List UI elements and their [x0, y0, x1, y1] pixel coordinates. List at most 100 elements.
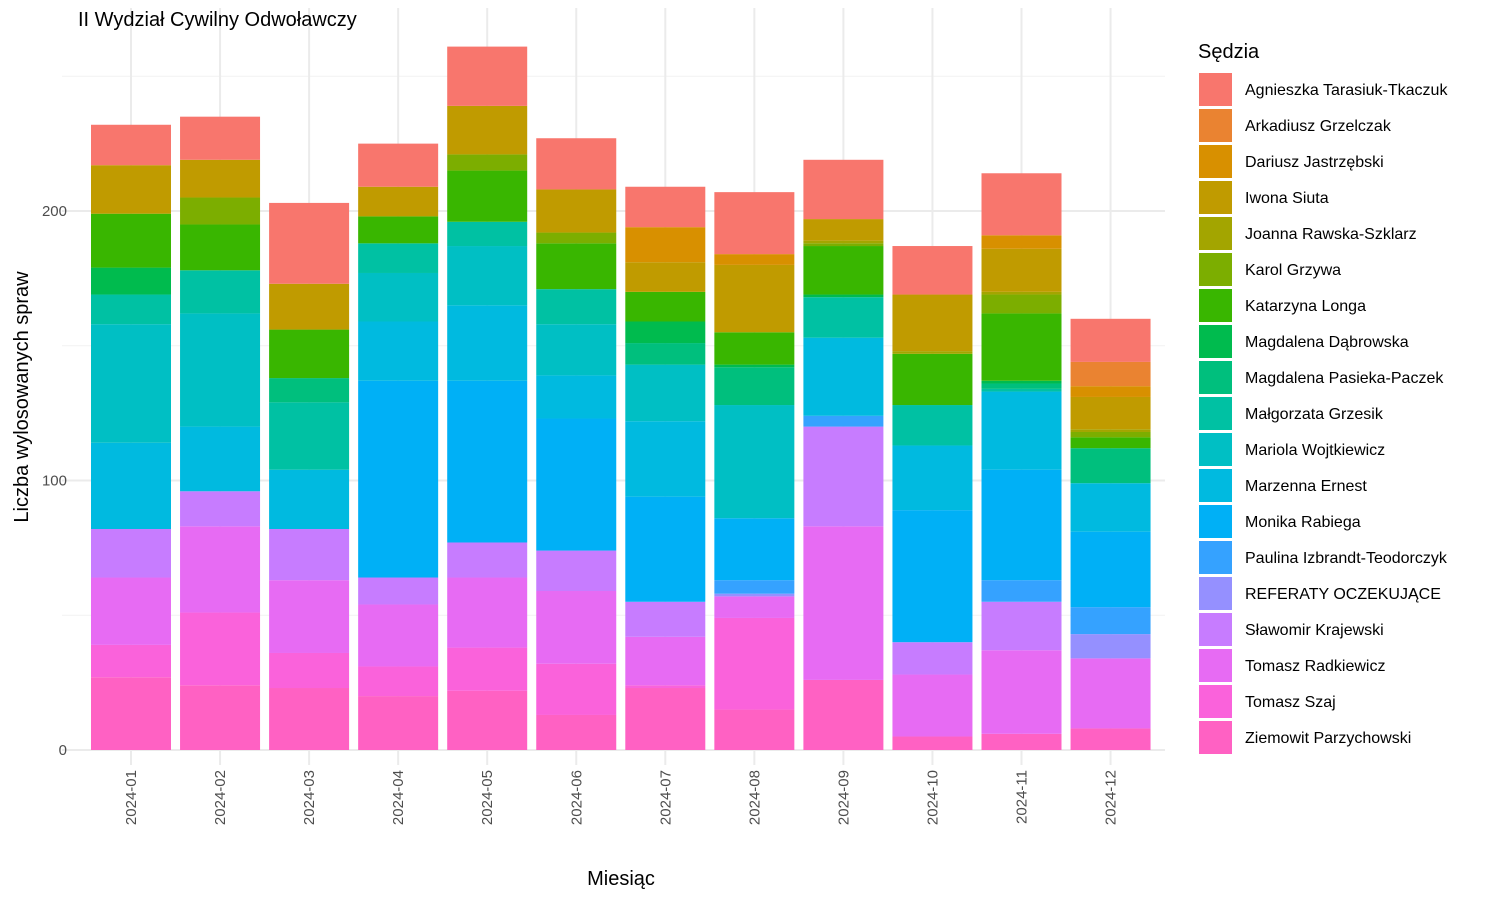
bar-segment [714, 518, 795, 581]
bar-segment [447, 154, 528, 171]
bar-segment [892, 353, 973, 406]
legend: Sędzia Agnieszka Tarasiuk-Tkaczuk Arkadiu… [1198, 41, 1448, 754]
bar-segment [536, 663, 617, 715]
bar-segment [536, 289, 617, 325]
bar-segment [981, 291, 1062, 295]
bar-segment [536, 375, 617, 419]
legend-swatch [1199, 649, 1232, 682]
bar-segment [536, 138, 617, 190]
bar-segment [447, 46, 528, 106]
bar-segment [447, 105, 528, 155]
bar-segment [358, 272, 439, 322]
legend-label: Małgorzata Grzesik [1245, 406, 1384, 423]
bar-segment [981, 388, 1062, 392]
x-tick-label: 2024-07 [657, 770, 674, 825]
bar-segment [892, 510, 973, 643]
bar-segment [91, 442, 171, 530]
bars [91, 46, 1151, 750]
bar-segment [981, 650, 1062, 734]
legend-swatch [1199, 721, 1232, 754]
bar-segment [447, 690, 528, 750]
legend-swatch [1199, 685, 1232, 718]
bar-segment [180, 270, 261, 314]
x-tick-label: 2024-01 [123, 770, 140, 825]
bar-segment [180, 426, 261, 492]
bar-segment [981, 391, 1062, 470]
bar-segment [91, 165, 171, 214]
bar-segment [714, 593, 795, 597]
bar-segment [180, 612, 261, 686]
bar-segment [91, 577, 171, 645]
bar-segment [536, 418, 617, 551]
bar-segment [536, 232, 617, 244]
bar-segment [358, 321, 439, 381]
x-tick-label: 2024-03 [301, 770, 318, 825]
bar-segment [180, 159, 261, 198]
bar-segment [536, 550, 617, 591]
bar-segment [892, 405, 973, 446]
bar-segment [269, 580, 350, 653]
bar-segment [803, 337, 884, 416]
legend-label: Katarzyna Longa [1245, 298, 1366, 315]
legend-label: REFERATY OCZEKUJĄCE [1245, 586, 1441, 603]
bar-segment [536, 243, 617, 290]
bar-segment [981, 313, 1062, 381]
bar-segment [269, 378, 350, 403]
x-tick-label: 2024-06 [568, 770, 585, 825]
bar-segment [803, 243, 884, 247]
bar-segment [714, 364, 795, 368]
legend-label: Tomasz Szaj [1245, 694, 1336, 711]
bar-segment [892, 351, 973, 354]
bar-segment [358, 696, 439, 750]
bar-segment [981, 380, 1062, 384]
legend-swatch [1199, 577, 1232, 610]
bar-segment [714, 332, 795, 365]
legend-label: Ziemowit Parzychowski [1245, 730, 1411, 747]
legend-title: Sędzia [1198, 41, 1260, 63]
legend-label: Iwona Siuta [1245, 190, 1329, 207]
legend-swatch [1199, 541, 1232, 574]
bar-segment [625, 343, 706, 365]
x-axis-title: Miesiąc [587, 868, 655, 890]
legend-label: Tomasz Radkiewicz [1245, 658, 1385, 675]
legend-swatch [1199, 109, 1232, 142]
bar-segment [714, 405, 795, 519]
bar-segment [358, 666, 439, 697]
bar-segment [1070, 483, 1151, 532]
bar-segment [91, 529, 171, 578]
bar-segment [625, 364, 706, 422]
bar-segment [803, 426, 884, 527]
bar-segment [803, 297, 884, 338]
bar-segment [536, 590, 617, 664]
legend-label: Monika Rabiega [1245, 514, 1361, 531]
bar-segment [1070, 318, 1151, 362]
bar-segment [803, 240, 884, 244]
bar-segment [536, 714, 617, 750]
bar-segment [803, 526, 884, 680]
bar-segment [625, 262, 706, 292]
bar-segment [1070, 728, 1151, 750]
legend-swatch [1199, 253, 1232, 286]
bar-segment [180, 197, 261, 225]
bar-segment [536, 324, 617, 376]
bar-segment [447, 221, 528, 247]
bar-segment [180, 685, 261, 750]
x-tick-label: 2024-08 [746, 770, 763, 825]
bar-segment [803, 219, 884, 241]
bar-segment [625, 688, 706, 750]
bar-segment [358, 186, 439, 217]
bar-segment [625, 601, 706, 637]
legend-label: Arkadiusz Grzelczak [1245, 118, 1392, 135]
bar-segment [714, 580, 795, 594]
x-tick-label: 2024-04 [390, 770, 407, 825]
bar-segment [447, 647, 528, 691]
bar-segment [981, 248, 1062, 292]
bar-segment [1070, 431, 1151, 438]
bar-segment [447, 170, 528, 222]
legend-label: Karol Grzywa [1245, 262, 1341, 279]
bar-segment [180, 224, 261, 271]
bar-segment [1070, 386, 1151, 397]
bar-segment [625, 685, 706, 689]
bar-segment [981, 580, 1062, 602]
